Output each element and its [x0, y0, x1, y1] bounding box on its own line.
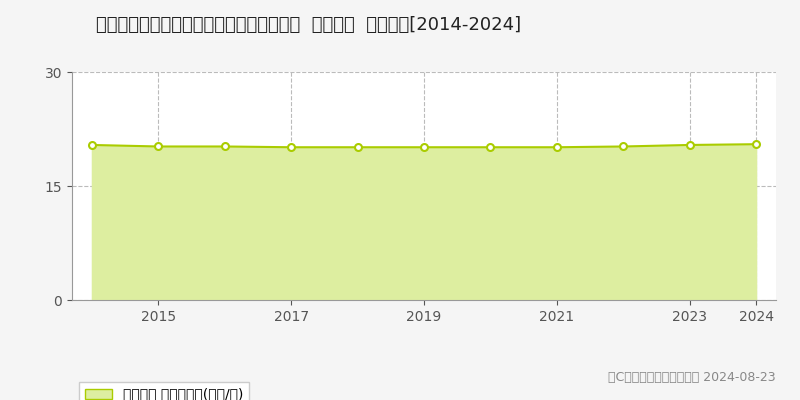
Text: （C）土地価格ドットコム 2024-08-23: （C）土地価格ドットコム 2024-08-23 — [608, 371, 776, 384]
Text: 長野県松本市村井町北２丁目７９８番１外  地価公示  地価推移[2014-2024]: 長野県松本市村井町北２丁目７９８番１外 地価公示 地価推移[2014-2024] — [96, 16, 521, 34]
Legend: 地価公示 平均坪単価(万円/坪): 地価公示 平均坪単価(万円/坪) — [79, 382, 250, 400]
